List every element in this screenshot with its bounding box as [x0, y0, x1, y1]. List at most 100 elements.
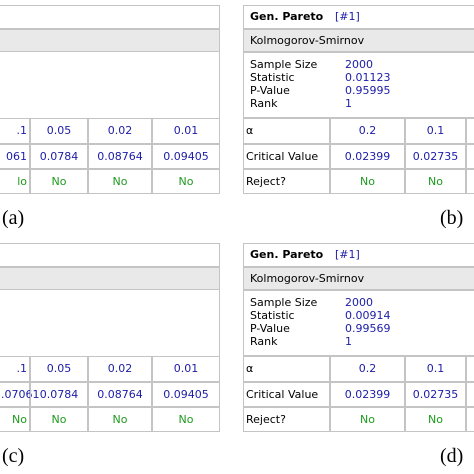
stat-name: Sample Size: [250, 296, 318, 309]
table-cell: [405, 407, 466, 432]
table-cell: [466, 169, 474, 194]
panel-label: (a): [2, 207, 25, 229]
stat-value: 1: [345, 97, 352, 110]
cell-text: Reject?: [246, 174, 286, 188]
panel-label: (c): [2, 445, 25, 467]
table-cell: [330, 118, 405, 144]
table-cell: [405, 382, 466, 407]
cell-text: 0.09405: [163, 387, 209, 401]
test-name: Kolmogorov-Smirnov: [250, 34, 365, 47]
panel-label: (b): [440, 207, 464, 229]
table-cell: [30, 407, 88, 432]
table-cell: [0, 144, 30, 169]
panel-header: [0, 5, 220, 29]
cell-text: 0.2: [358, 362, 377, 375]
table-cell: [466, 118, 474, 144]
cell-text: 0.08764: [97, 387, 143, 401]
table-cell: [88, 382, 152, 407]
cell-text: No: [178, 174, 194, 188]
cell-text: 0.05: [46, 362, 72, 375]
table-cell: [243, 144, 330, 169]
table-cell: [30, 169, 88, 194]
cell-text: α: [246, 124, 254, 137]
table-cell: [88, 144, 152, 169]
cell-text: 0.01: [173, 362, 199, 375]
cell-text: 0.08764: [97, 149, 143, 163]
table-cell: [152, 118, 220, 144]
stat-name: Sample Size: [250, 58, 318, 71]
cell-text: 0.0784: [39, 149, 79, 163]
stat-value: 0.01123: [345, 71, 391, 84]
table-cell: [152, 356, 220, 382]
table-cell: [0, 382, 30, 407]
cell-text: 0.05: [46, 124, 72, 137]
table-cell: [0, 169, 30, 194]
panel-header: [0, 243, 220, 267]
table-cell: [152, 407, 220, 432]
table-cell: [0, 407, 30, 432]
stat-value: 2000: [345, 296, 373, 309]
table-cell: [243, 169, 330, 194]
cell-text: 0.02: [107, 124, 133, 137]
cell-text: No: [428, 412, 443, 426]
stat-name: P-Value: [250, 84, 290, 97]
stat-name: Rank: [250, 335, 278, 348]
panel-title: Gen. Pareto: [250, 248, 324, 261]
test-row: [243, 267, 474, 290]
test-row: [0, 267, 220, 290]
cell-text: 0.02399: [344, 149, 391, 163]
table-cell: [330, 382, 405, 407]
panel-title-tag: [#1]: [335, 10, 360, 23]
stat-value: 0.99569: [345, 322, 391, 335]
table-cell: [330, 169, 405, 194]
table-cell: [30, 356, 88, 382]
table-cell: [405, 169, 466, 194]
cell-text: Critical Value: [246, 387, 319, 401]
cell-text: No: [112, 174, 128, 188]
table-cell: [88, 356, 152, 382]
cell-text: α: [246, 362, 254, 375]
table-cell: [243, 407, 330, 432]
table-cell: [466, 144, 474, 169]
cell-text: 0.02: [107, 362, 133, 375]
stat-value: 2000: [345, 58, 373, 71]
stat-name: P-Value: [250, 322, 290, 335]
cell-text: No: [112, 412, 128, 426]
cell-text: 0.02399: [344, 387, 391, 401]
panel-body: [0, 290, 220, 356]
cell-text: Reject?: [246, 412, 286, 426]
cell-text: No: [360, 412, 375, 426]
table-cell: [330, 144, 405, 169]
table-cell: [243, 382, 330, 407]
table-cell: [30, 144, 88, 169]
panel-title-tag: [#1]: [335, 248, 360, 261]
stat-name: Statistic: [250, 309, 295, 322]
stats-box: [243, 290, 474, 356]
cell-text: .1: [16, 124, 28, 137]
table-cell: [152, 144, 220, 169]
cell-text: 0.09405: [163, 149, 209, 163]
table-cell: [466, 382, 474, 407]
stat-name: Rank: [250, 97, 278, 110]
table-cell: [88, 169, 152, 194]
table-cell: [152, 382, 220, 407]
test-row: [0, 29, 220, 52]
cell-text: 0.1: [426, 362, 445, 375]
cell-text: No: [12, 412, 27, 426]
table-cell: [88, 407, 152, 432]
cell-text: Critical Value: [246, 149, 319, 163]
cell-text: 0.01: [173, 124, 199, 137]
table-cell: [30, 118, 88, 144]
test-row: [243, 29, 474, 52]
panel-header: [243, 243, 474, 267]
stat-value: 0.95995: [345, 84, 391, 97]
panel-header: [243, 5, 474, 29]
cell-text: 0.2: [358, 124, 377, 137]
cell-text: No: [360, 174, 375, 188]
cell-text: lo: [17, 174, 27, 188]
cell-text: 061: [6, 149, 27, 163]
table-cell: [405, 356, 466, 382]
table-cell: [405, 118, 466, 144]
table-cell: [330, 407, 405, 432]
